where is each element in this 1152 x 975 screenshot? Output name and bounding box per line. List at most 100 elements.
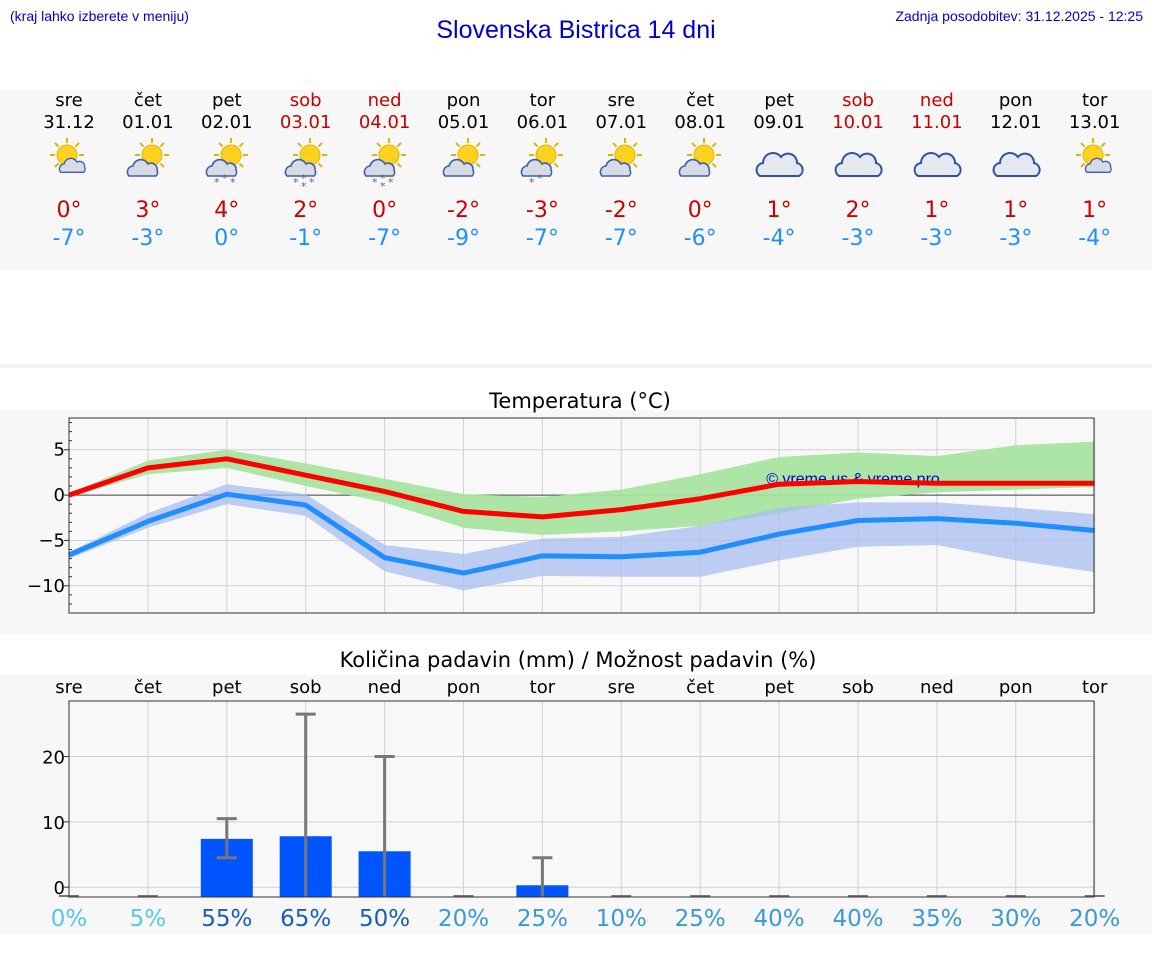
temp-min: -7° bbox=[525, 226, 559, 251]
location-hint-link[interactable]: (kraj lahko izberete v meniju) bbox=[10, 8, 189, 24]
day-date: 10.01 bbox=[832, 112, 884, 133]
temp-max: 2° bbox=[293, 198, 319, 223]
cloudy-icon bbox=[833, 138, 883, 194]
day-name: sob bbox=[289, 90, 322, 111]
temp-min: -9° bbox=[447, 226, 480, 251]
y-tick-label: −5 bbox=[38, 530, 65, 551]
svg-text:*: * bbox=[309, 176, 315, 189]
max-temp-range-band bbox=[69, 441, 1095, 535]
cloud-sun-icon bbox=[675, 138, 725, 194]
temp-max: -3° bbox=[525, 198, 559, 223]
last-updated-text: Zadnja posodobitev: 31.12.2025 - 12:25 bbox=[895, 8, 1143, 24]
day-name: tor bbox=[1081, 90, 1108, 111]
svg-text:*: * bbox=[301, 172, 307, 185]
day-name: tor bbox=[529, 90, 556, 111]
precipitation-plot-frame bbox=[68, 700, 1095, 898]
svg-text:*: * bbox=[380, 180, 386, 193]
day-date: 07.01 bbox=[595, 112, 648, 133]
cloudy-icon bbox=[912, 138, 962, 194]
y-tick-label: 0 bbox=[54, 878, 65, 899]
page-title: Slovenska Bistrica 14 dni bbox=[436, 16, 716, 44]
temp-max: -2° bbox=[604, 198, 638, 223]
precip-probability: 5% bbox=[130, 906, 167, 932]
precip-probability: 30% bbox=[990, 906, 1041, 932]
day-date: 04.01 bbox=[358, 112, 411, 133]
svg-text:*: * bbox=[372, 176, 378, 189]
daily-forecast-panel bbox=[0, 90, 1152, 270]
precip-probability: 25% bbox=[675, 906, 726, 932]
temp-min: -7° bbox=[604, 226, 638, 251]
temp-min: -4° bbox=[762, 226, 796, 251]
precip-day-label: sre bbox=[55, 677, 82, 698]
precip-day-label: ned bbox=[368, 677, 402, 698]
precip-probability: 50% bbox=[359, 906, 410, 932]
day-name: ned bbox=[919, 90, 954, 111]
temperature-chart-title: Temperatura (°C) bbox=[488, 389, 671, 413]
day-name: pet bbox=[764, 90, 794, 111]
sun-cloud-icon bbox=[1070, 138, 1120, 194]
svg-text:*: * bbox=[537, 172, 543, 185]
cloudy-icon bbox=[754, 138, 804, 194]
cloud-sun-snow-icon: * * * bbox=[202, 138, 252, 194]
precip-day-label: pet bbox=[212, 677, 242, 698]
sun-cloud-icon bbox=[44, 138, 94, 194]
day-date: 01.01 bbox=[122, 112, 174, 133]
svg-text:*: * bbox=[230, 176, 236, 189]
precip-day-label: pon bbox=[447, 677, 481, 698]
day-name: pet bbox=[212, 90, 242, 111]
day-name: sre bbox=[55, 90, 83, 111]
y-tick-label: −10 bbox=[27, 576, 65, 597]
day-date: 13.01 bbox=[1068, 112, 1121, 133]
day-name: ned bbox=[367, 90, 402, 111]
precip-day-label: sre bbox=[608, 677, 635, 698]
precip-probability: 40% bbox=[754, 906, 805, 932]
cloud-sun-icon bbox=[123, 138, 173, 194]
temp-max: 1° bbox=[766, 198, 792, 223]
precip-probability: 25% bbox=[517, 906, 568, 932]
precip-probability: 40% bbox=[832, 906, 883, 932]
temp-min: -3° bbox=[841, 226, 875, 251]
precip-probability: 65% bbox=[280, 906, 331, 932]
svg-text:*: * bbox=[388, 176, 394, 189]
day-date: 08.01 bbox=[674, 112, 726, 133]
temp-min: -1° bbox=[289, 226, 323, 251]
precip-day-label: tor bbox=[1082, 677, 1108, 698]
temp-max: 0° bbox=[56, 198, 82, 223]
temp-max: 3° bbox=[135, 198, 161, 223]
precip-day-label: sob bbox=[290, 677, 322, 698]
precip-day-label: sob bbox=[842, 677, 874, 698]
svg-text:*: * bbox=[222, 172, 228, 185]
precip-probability: 20% bbox=[1069, 906, 1120, 932]
day-date: 12.01 bbox=[990, 112, 1042, 133]
svg-text:*: * bbox=[293, 176, 299, 189]
y-tick-label: 20 bbox=[42, 748, 65, 769]
temp-max: 1° bbox=[1082, 198, 1108, 223]
cloud-sun-snow-icon: * * bbox=[517, 138, 567, 194]
temperature-plot-frame bbox=[68, 417, 1095, 614]
precip-probability: 35% bbox=[911, 906, 962, 932]
day-date: 09.01 bbox=[753, 112, 805, 133]
day-date: 05.01 bbox=[437, 112, 490, 133]
precip-day-label: čet bbox=[134, 677, 162, 698]
divider bbox=[0, 364, 1152, 368]
temp-min: -4° bbox=[1078, 226, 1112, 251]
temp-min: -7° bbox=[368, 226, 402, 251]
day-date: 02.01 bbox=[201, 112, 253, 133]
precip-day-label: pon bbox=[999, 677, 1033, 698]
cloud-sun-snow-icon: * * * * bbox=[360, 138, 410, 194]
day-name: sob bbox=[842, 90, 874, 111]
day-date: 03.01 bbox=[279, 112, 332, 133]
cloud-sun-snow-icon: * * * * bbox=[281, 138, 331, 194]
temp-min: -6° bbox=[683, 226, 717, 251]
precip-probability: 55% bbox=[201, 906, 252, 932]
temp-max: 0° bbox=[372, 198, 398, 223]
precip-day-label: ned bbox=[920, 677, 954, 698]
day-name: pon bbox=[446, 90, 481, 111]
y-tick-label: 0 bbox=[54, 485, 65, 506]
max-temp-line bbox=[68, 456, 1095, 520]
precip-day-label: tor bbox=[530, 677, 556, 698]
min-temp-range-band bbox=[69, 484, 1095, 591]
temp-max: 0° bbox=[687, 198, 713, 223]
y-tick-label: 10 bbox=[42, 813, 65, 834]
